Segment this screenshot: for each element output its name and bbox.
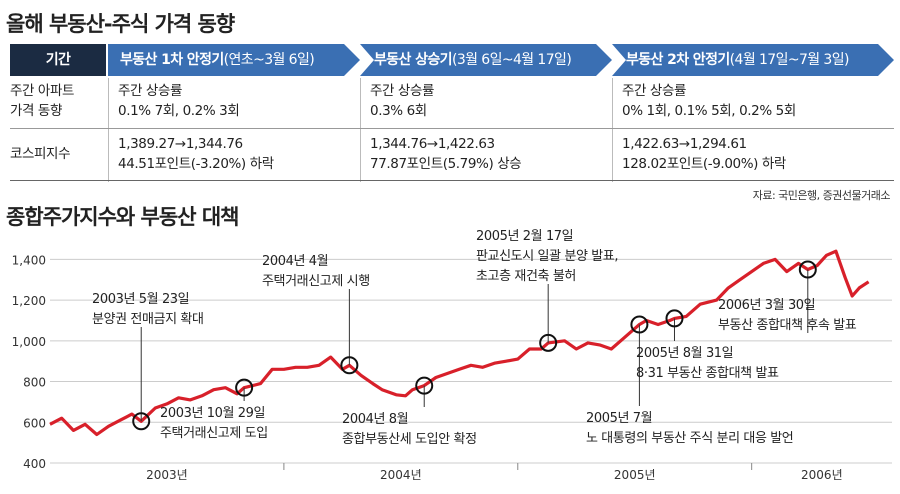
annotation-marker: [539, 333, 558, 352]
cell-line: 주간 상승률: [118, 83, 182, 99]
cell-line: 44.51포인트(-3.20%) 하락: [118, 156, 274, 172]
cell-line: 0.3% 6회: [370, 103, 427, 119]
x-tick-label: 2005년: [614, 468, 656, 482]
annotation-text: 주택거래신고제 도입: [160, 426, 268, 441]
annotation-marker: [132, 412, 151, 431]
source-note: 자료: 국민은행, 증권선물거래소: [752, 189, 891, 202]
top-title: 올해 부동산-주식 가격 동향: [6, 12, 235, 36]
annotation-text: 판교신도시 일괄 분양 발표,: [476, 249, 618, 264]
table-cell: 1,389.27→1,344.76 44.51포인트(-3.20%) 하락: [118, 134, 274, 174]
annotation-date: 2004년 8월: [342, 412, 408, 427]
row-divider: [10, 128, 894, 129]
table-header-label: 기간: [10, 44, 106, 76]
cell-line: 주간 상승률: [622, 83, 686, 99]
table-cell: 주간 상승률 0.3% 6회: [370, 81, 434, 121]
annotation-text: 부동산 종합대책 후속 발표: [718, 318, 857, 333]
annotation-marker: [415, 376, 434, 395]
cell-line: 주간 상승률: [370, 83, 434, 99]
table-header-period-3: 부동산 2차 안정기(4월 17일~7월 3일): [612, 44, 894, 76]
annotation-date: 2005년 2월 17일: [476, 229, 573, 244]
column-divider: [360, 78, 361, 182]
period-1-range: (연초~3월 6일): [223, 52, 315, 68]
cell-line: 128.02포인트(-9.00%) 하락: [622, 156, 786, 172]
y-tick-label: 1,000: [12, 335, 46, 349]
annotation-marker: [798, 260, 817, 279]
cell-line: 0% 1회, 0.1% 5회, 0.2% 5회: [622, 103, 796, 119]
annotation-text: 초고층 재건축 불허: [476, 269, 576, 284]
period-1-name: 부동산 1차 안정기: [120, 52, 224, 68]
table-header-period-1: 부동산 1차 안정기(연초~3월 6일): [108, 44, 360, 76]
x-tick-label: 2006년: [801, 468, 843, 482]
row-label-line: 가격 동향: [10, 103, 62, 119]
y-tick-label: 400: [23, 457, 46, 471]
annotation-date: 2003년 10월 29일: [160, 406, 265, 421]
cell-line: 1,422.63→1,294.61: [622, 136, 747, 152]
x-tick-label: 2003년: [146, 468, 188, 482]
period-2-range: (3월 6일~4월 17일): [451, 52, 572, 68]
row-label-line: 주간 아파트: [10, 83, 74, 99]
annotation-marker: [235, 378, 254, 397]
table-header-period-2: 부동산 상승기(3월 6일~4월 17일): [360, 44, 612, 76]
column-divider: [108, 78, 109, 182]
chart-title: 종합주가지수와 부동산 대책: [6, 205, 239, 229]
table-cell: 1,422.63→1,294.61 128.02포인트(-9.00%) 하락: [622, 134, 786, 174]
annotation-date: 2005년 8월 31일: [636, 346, 733, 361]
annotation-text: 종합부동산세 도입안 확정: [342, 432, 477, 447]
annotation-text: 8·31 부동산 종합대책 발표: [636, 366, 779, 381]
annotation-marker: [630, 315, 649, 334]
cell-line: 1,389.27→1,344.76: [118, 136, 243, 152]
table-bottom-rule: [10, 180, 894, 181]
row-label-kospi: 코스피지수: [10, 146, 71, 162]
period-2-name: 부동산 상승기: [374, 52, 453, 68]
annotation-date: 2005년 7월: [586, 411, 652, 426]
kospi-series-line: [49, 249, 870, 437]
annotation-date: 2004년 4월: [262, 254, 328, 269]
cell-line: 0.1% 7회, 0.2% 3회: [118, 103, 240, 119]
y-tick-label: 800: [23, 376, 46, 390]
table-cell: 주간 상승률 0% 1회, 0.1% 5회, 0.2% 5회: [622, 81, 796, 121]
table-cell: 1,344.76→1,422.63 77.87포인트(5.79%) 상승: [370, 134, 522, 174]
annotation-text: 분양권 전매금지 확대: [92, 312, 204, 327]
annotation-text: 노 대통령의 부동산 주식 분리 대응 발언: [586, 431, 793, 446]
cell-line: 77.87포인트(5.79%) 상승: [370, 156, 522, 172]
annotation-date: 2003년 5월 23일: [92, 292, 189, 307]
annotation-marker: [665, 309, 684, 328]
y-tick-label: 600: [23, 416, 46, 430]
kospi-line-chart: 400 600 800 1,000 1,200 1,400 2003년 2004년 2005년 2…: [12, 229, 892, 482]
y-tick-label: 1,200: [12, 294, 46, 308]
annotation-text: 주택거래신고제 시행: [262, 273, 370, 289]
period-3-range: (4월 17일~7월 3일): [729, 52, 850, 68]
x-tick-label: 2004년: [380, 468, 422, 482]
cell-line: 1,344.76→1,422.63: [370, 136, 495, 152]
annotation-marker: [340, 356, 359, 375]
y-tick-label: 1,400: [12, 253, 46, 267]
period-3-name: 부동산 2차 안정기: [626, 52, 730, 68]
column-divider: [612, 78, 613, 182]
table-cell: 주간 상승률 0.1% 7회, 0.2% 3회: [118, 81, 240, 121]
annotation-date: 2006년 3월 30일: [718, 298, 815, 313]
